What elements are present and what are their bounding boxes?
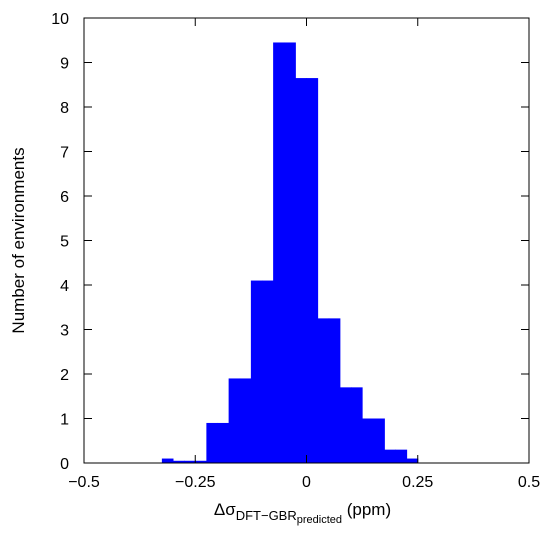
x-tick-label: −0.5 <box>68 474 100 491</box>
histogram-bar-0 <box>161 458 174 463</box>
x-axis-label-subscript: DFT−GBR <box>236 508 297 523</box>
y-tick-label: 7 <box>60 145 69 162</box>
y-tick-label: 2 <box>60 367 69 384</box>
histogram-bar-12 <box>295 78 307 463</box>
histogram-bar-10 <box>273 42 285 463</box>
histogram-bar-20 <box>384 449 396 463</box>
histogram-bar-11 <box>284 42 296 463</box>
histogram-bar-1 <box>173 460 185 463</box>
x-tick-label: 0.5 <box>518 474 540 491</box>
y-tick-label: 3 <box>60 323 69 340</box>
histogram-bar-16 <box>339 387 352 463</box>
histogram-bar-4 <box>206 422 218 463</box>
y-tick-labels: 0 1 2 3 4 5 6 7 8 9 10 <box>51 11 69 473</box>
y-tick-label: 4 <box>60 278 69 295</box>
y-axis-label: Number of environments <box>9 147 28 333</box>
histogram-bar-14 <box>317 318 330 463</box>
y-tick-label: 8 <box>60 100 69 117</box>
axis-ticks <box>83 17 530 464</box>
x-axis-label: ΔσDFT−GBRpredicted (ppm) <box>214 500 391 526</box>
histogram-bar-22 <box>406 458 419 463</box>
y-tick-label: 1 <box>60 412 69 429</box>
x-tick-label: 0 <box>302 474 311 491</box>
histogram-bar-21 <box>395 449 408 463</box>
histogram-bar-9 <box>262 280 274 463</box>
histogram-bar-6 <box>228 378 241 463</box>
histogram-bar-5 <box>217 422 230 463</box>
histogram-bar-17 <box>351 387 363 463</box>
x-tick-label: −0.25 <box>175 474 216 491</box>
y-tick-label: 5 <box>60 234 69 251</box>
x-axis-label-subsubscript: predicted <box>297 514 342 526</box>
x-axis-label-prefix: Δσ <box>214 500 236 519</box>
histogram-bars <box>161 42 419 463</box>
x-tick-labels: −0.5 −0.25 0 0.25 0.5 <box>68 474 540 491</box>
y-tick-label: 10 <box>51 11 69 28</box>
y-tick-label: 9 <box>60 56 69 73</box>
histogram-bar-3 <box>195 460 207 463</box>
histogram-bar-18 <box>362 418 374 463</box>
x-axis-label-suffix: (ppm) <box>342 500 391 519</box>
y-tick-label: 0 <box>60 456 69 473</box>
histogram-bar-15 <box>328 318 341 463</box>
histogram-bar-8 <box>250 280 263 463</box>
histogram-bar-19 <box>373 418 385 463</box>
x-tick-label: 0.25 <box>402 474 433 491</box>
histogram-bar-7 <box>239 378 252 463</box>
histogram-bar-13 <box>306 78 319 463</box>
histogram-bar-2 <box>184 460 196 463</box>
y-tick-label: 6 <box>60 189 69 206</box>
